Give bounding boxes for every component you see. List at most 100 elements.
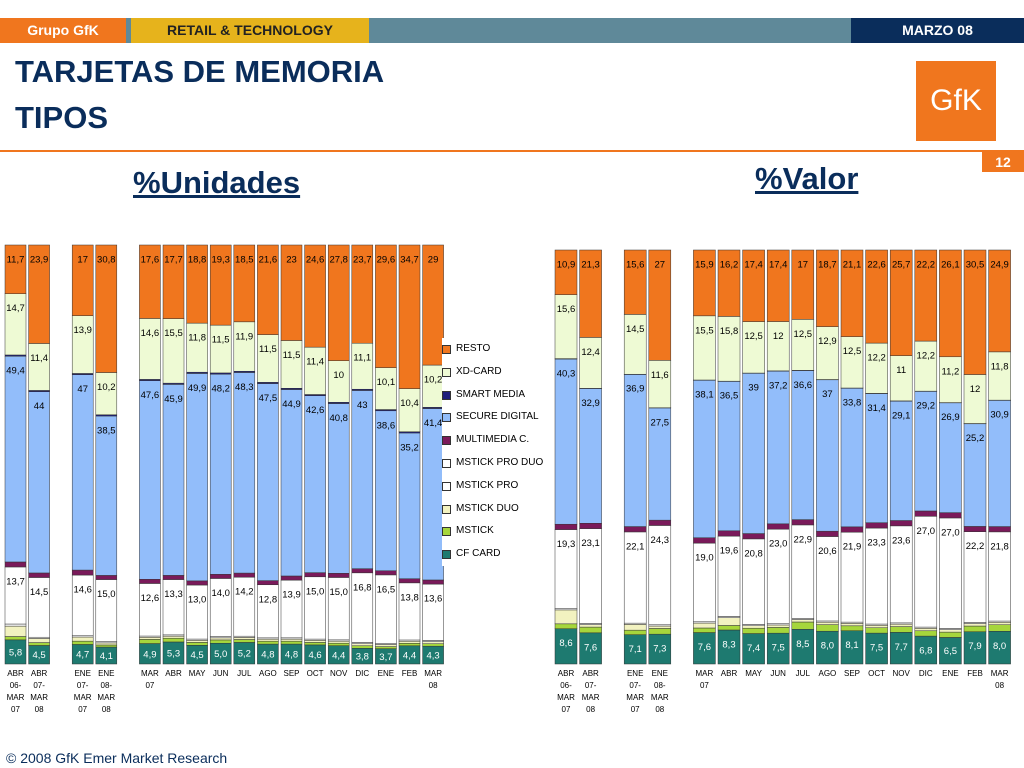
unidades-bar-secure-digital-12: [327, 403, 350, 574]
legend-item-smart-media: SMART MEDIA: [442, 384, 550, 407]
unidades-bar-xd-card-14: [375, 367, 397, 410]
valor-label-resto-2: 15,6: [626, 260, 645, 271]
valor-bar-mstick-0: [554, 623, 578, 629]
valor-label-cf-card-6: 7,4: [747, 643, 760, 654]
legend-label: RESTO: [456, 343, 491, 354]
valor-tick-label-0-1: 06-: [560, 681, 572, 690]
unidades-bar-secure-digital-0: [4, 355, 27, 563]
unidades-bar-mstick-duo-6: [186, 640, 208, 643]
chart-legend: RESTO XD-CARD SMART MEDIA SECURE DIGITAL MUL…: [442, 338, 550, 566]
unidades-label-resto-14: 29,6: [377, 255, 396, 266]
unidades-label-secure-digital-9: 47,5: [259, 393, 278, 404]
unidades-label-secure-digital-16: 41,4: [424, 418, 443, 429]
valor-tick-label-1-2: MAR: [582, 693, 600, 702]
valor-label-xd-card-10: 12,5: [843, 346, 862, 357]
legend-swatch-secure-digital: [442, 413, 451, 423]
valor-label-cf-card-14: 6,5: [944, 646, 957, 657]
valor-label-cf-card-2: 7,1: [629, 644, 642, 655]
unidades-label-secure-digital-7: 48,2: [211, 384, 230, 395]
valor-tick-label-10-0: SEP: [844, 669, 860, 678]
header-company: Grupo GfK: [0, 18, 126, 43]
valor-label-mstick-pro-duo-11: 23,3: [867, 538, 886, 549]
unidades-label-resto-4: 17,6: [141, 255, 160, 266]
unidades-label-resto-2: 17: [77, 255, 88, 266]
unidades-bar-mstick-pro-duo-6: [186, 584, 208, 640]
unidades-bar-mstick-1: [28, 642, 50, 646]
unidades-bar-resto-0: [4, 244, 27, 294]
valor-tick-label-0-3: 07: [562, 705, 571, 714]
unidades-bar-mstick-duo-8: [233, 637, 256, 640]
unidades-bar-xd-card-1: [28, 343, 50, 391]
valor-bar-mstick-8: [791, 621, 815, 630]
valor-bar-resto-11: [865, 249, 888, 344]
unidades-tick-label-13-0: DIC: [355, 669, 369, 678]
unidades-bar-mstick-16: [422, 643, 444, 647]
unidades-bar-xd-card-6: [186, 322, 208, 373]
valor-tick-label-8-0: JUL: [796, 669, 811, 678]
unidades-label-resto-8: 18,5: [235, 255, 254, 266]
valor-label-xd-card-1: 12,4: [581, 347, 600, 358]
valor-label-secure-digital-7: 37,2: [769, 380, 788, 391]
unidades-label-cf-card-2: 4,7: [76, 650, 89, 661]
valor-label-xd-card-13: 12,2: [917, 351, 936, 362]
valor-bar-mstick-duo-4: [693, 622, 716, 629]
unidades-bar-secure-digital-7: [209, 373, 232, 575]
valor-bar-secure-digital-6: [742, 372, 765, 534]
unidades-tick-label-1-3: 08: [35, 705, 44, 714]
legend-swatch-resto: [442, 345, 451, 354]
unidades-label-mstick-pro-duo-15: 13,8: [400, 592, 419, 603]
unidades-tick-label-0-2: MAR: [7, 693, 25, 702]
unidades-bar-mstick-duo-9: [257, 638, 279, 642]
unidades-label-xd-card-14: 10,1: [377, 377, 396, 388]
valor-tick-label-1-0: ABR: [582, 669, 599, 678]
unidades-bar-mstick-duo-7: [209, 637, 232, 641]
valor-label-secure-digital-11: 31,4: [867, 403, 886, 414]
unidades-label-resto-3: 30,8: [97, 255, 116, 266]
valor-tick-label-2-0: ENE: [627, 669, 643, 678]
unidades-bar-resto-11: [304, 244, 326, 348]
valor-bar-secure-digital-9: [816, 379, 839, 532]
valor-bar-mstick-duo-6: [742, 625, 765, 629]
valor-bar-mstick-duo-7: [766, 624, 790, 628]
valor-label-secure-digital-13: 29,2: [917, 401, 936, 412]
valor-bar-multimedia-c-13: [914, 510, 938, 517]
unidades-label-secure-digital-1: 44: [34, 401, 45, 412]
valor-bar-mstick-duo-10: [840, 623, 864, 627]
legend-item-cf-card: CF CARD: [442, 543, 550, 566]
valor-label-mstick-pro-duo-16: 21,8: [990, 541, 1009, 552]
valor-label-resto-4: 15,9: [695, 260, 714, 271]
header-section: RETAIL & TECHNOLOGY: [131, 18, 369, 43]
valor-bar-resto-15: [963, 249, 987, 375]
legend-item-mstick-pro-duo: MSTICK PRO DUO: [442, 452, 550, 475]
valor-label-xd-card-7: 12: [773, 331, 784, 342]
valor-bar-resto-3: [648, 249, 672, 361]
unidades-bar-mstick-9: [257, 640, 279, 645]
unidades-bar-resto-15: [398, 244, 421, 389]
unidades-bar-multimedia-c-14: [375, 570, 397, 576]
unidades-bar-multimedia-c-0: [4, 561, 27, 568]
unidades-bar-mstick-duo-2: [71, 636, 94, 642]
valor-bar-mstick-duo-9: [816, 621, 839, 625]
valor-label-secure-digital-2: 36,9: [626, 384, 645, 395]
unidades-bar-mstick-7: [209, 639, 232, 644]
unidades-bar-multimedia-c-7: [209, 574, 232, 579]
unidades-tick-label-1-0: ABR: [31, 669, 48, 678]
valor-bar-xd-card-15: [963, 374, 987, 424]
unidades-bar-multimedia-c-9: [257, 580, 279, 586]
unidades-bar-resto-16: [422, 244, 444, 366]
unidades-bar-multimedia-c-6: [186, 580, 208, 586]
unidades-label-xd-card-6: 11,8: [188, 333, 206, 344]
unidades-label-cf-card-7: 5,0: [214, 649, 227, 660]
unidades-tick-label-3-2: MAR: [97, 693, 115, 702]
unidades-bar-mstick-13: [351, 645, 374, 649]
unidades-label-secure-digital-11: 42,6: [306, 405, 325, 416]
unidades-tick-label-7-0: JUN: [213, 669, 229, 678]
valor-label-secure-digital-8: 36,6: [794, 380, 813, 391]
valor-bar-xd-card-8: [791, 319, 815, 371]
valor-label-cf-card-7: 7,5: [772, 643, 785, 654]
unidades-label-xd-card-2: 13,9: [73, 325, 92, 336]
valor-bar-mstick-duo-5: [717, 617, 741, 626]
valor-bar-xd-card-9: [816, 326, 839, 380]
unidades-label-cf-card-12: 4,4: [332, 650, 345, 661]
